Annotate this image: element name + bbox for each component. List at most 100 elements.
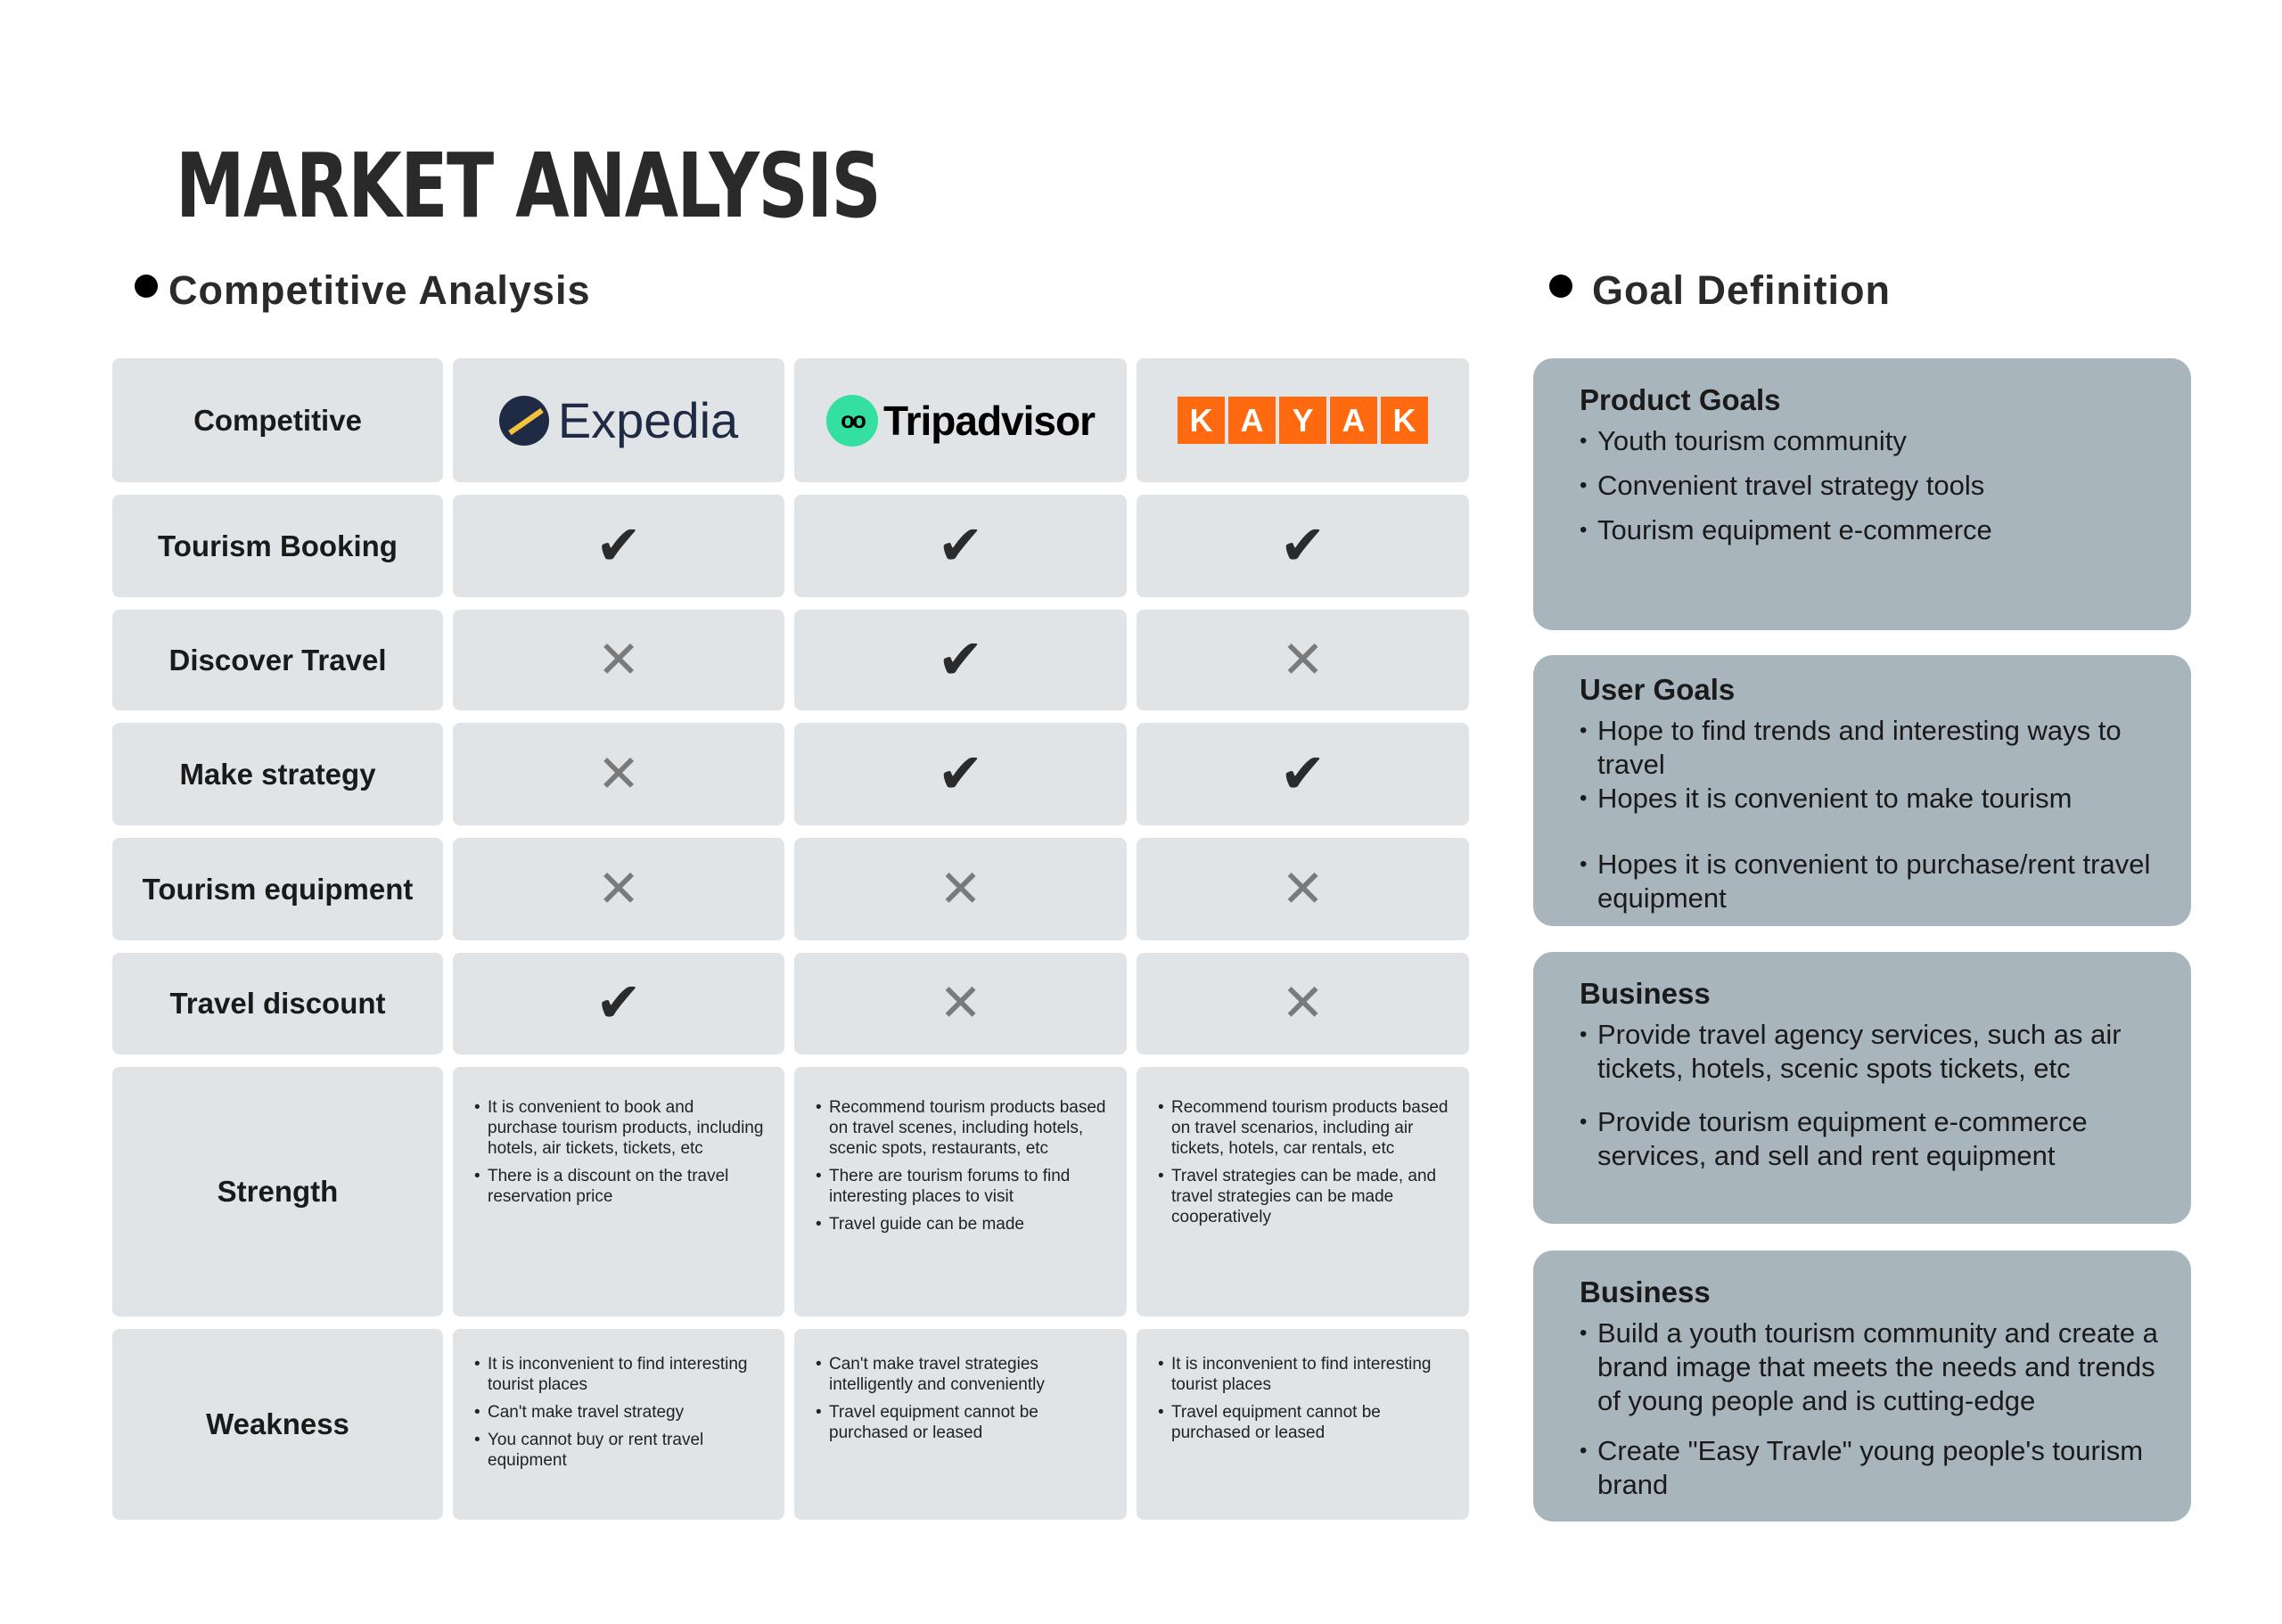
feature-label: Discover Travel	[112, 610, 443, 710]
list-item: Can't make travel strategies intelligent…	[816, 1354, 1109, 1395]
weakness-list: It is inconvenient to find interesting t…	[474, 1354, 767, 1478]
feature-cell: ✔	[1137, 723, 1469, 825]
feature-cell: ✕	[1137, 953, 1469, 1054]
cross-icon: ✕	[939, 859, 982, 918]
kayak-letter: Y	[1279, 397, 1326, 444]
checkmark-icon: ✔	[1279, 514, 1326, 577]
checkmark-icon: ✔	[595, 972, 642, 1034]
logo-text: Expedia	[557, 392, 739, 448]
competitor-header-expedia: Expedia	[453, 358, 784, 482]
tripadvisor-logo: oo Tripadvisor	[826, 394, 1096, 447]
goal-list: Hope to find trends and interesting ways…	[1580, 714, 2159, 915]
list-item: Hopes it is convenient to purchase/rent …	[1580, 848, 2159, 915]
list-item: Create "Easy Travle" young people's tour…	[1580, 1434, 2159, 1502]
feature-cell: ✔	[453, 953, 784, 1054]
list-item: Convenient travel strategy tools	[1580, 469, 2159, 503]
strength-cell: It is convenient to book and purchase to…	[453, 1067, 784, 1316]
weakness-cell: It is inconvenient to find interesting t…	[453, 1329, 784, 1520]
goal-box-title: Business	[1580, 977, 1711, 1010]
kayak-letter: K	[1381, 397, 1428, 444]
cross-icon: ✕	[939, 974, 982, 1032]
feature-cell: ✔	[794, 495, 1127, 597]
strength-list: Recommend tourism products based on trav…	[816, 1097, 1109, 1242]
cross-icon: ✕	[596, 744, 641, 803]
weakness-label: Weakness	[112, 1329, 443, 1520]
list-item: Travel guide can be made	[816, 1214, 1109, 1234]
feature-cell: ✔	[794, 723, 1127, 825]
feature-cell: ✕	[453, 838, 784, 940]
section-title: Goal Definition	[1592, 267, 1891, 313]
list-item: Can't make travel strategy	[474, 1402, 767, 1423]
weakness-list: It is inconvenient to find interesting t…	[1158, 1354, 1451, 1450]
section-title: Competitive Analysis	[168, 267, 591, 313]
goal-list: Provide travel agency services, such as …	[1580, 1018, 2159, 1173]
checkmark-icon: ✔	[595, 514, 642, 577]
list-item: You cannot buy or rent travel equipment	[474, 1430, 767, 1471]
list-item: Tourism equipment e-commerce	[1580, 513, 2159, 547]
list-item: Travel equipment cannot be purchased or …	[1158, 1402, 1451, 1443]
checkmark-icon: ✔	[1279, 742, 1326, 805]
bullet-icon	[135, 275, 158, 298]
goal-box-title: Product Goals	[1580, 383, 1781, 416]
goal-box-title: Business	[1580, 1275, 1711, 1308]
logo-text: Tripadvisor	[883, 397, 1096, 444]
kayak-letter: A	[1330, 397, 1377, 444]
goal-definition-heading: Goal Definition	[1549, 267, 1891, 314]
cross-icon: ✕	[1281, 859, 1325, 918]
competitive-analysis-heading: Competitive Analysis	[135, 267, 590, 314]
feature-cell: ✕	[453, 723, 784, 825]
cross-icon: ✕	[1281, 974, 1325, 1032]
page-title: MARKET ANALYSIS	[176, 134, 882, 238]
list-item: Provide travel agency services, such as …	[1580, 1018, 2159, 1086]
feature-cell: ✕	[453, 610, 784, 710]
goal-list: Youth tourism community Convenient travel…	[1580, 424, 2159, 547]
feature-cell: ✕	[794, 953, 1127, 1054]
goal-box: Business Build a youth tourism community …	[1533, 1251, 2191, 1521]
goal-box: Product Goals Youth tourism community Conv…	[1533, 358, 2191, 630]
goal-list: Build a youth tourism community and crea…	[1580, 1316, 2159, 1502]
list-item: Recommend tourism products based on trav…	[816, 1097, 1109, 1159]
weakness-list: Can't make travel strategies intelligent…	[816, 1354, 1109, 1450]
weakness-cell: It is inconvenient to find interesting t…	[1137, 1329, 1469, 1520]
plane-icon	[498, 395, 549, 446]
list-item: It is inconvenient to find interesting t…	[474, 1354, 767, 1395]
strength-cell: Recommend tourism products based on trav…	[794, 1067, 1127, 1316]
cross-icon: ✕	[596, 630, 641, 689]
weakness-cell: Can't make travel strategies intelligent…	[794, 1329, 1127, 1520]
owl-icon: oo	[826, 394, 879, 447]
list-item: Hope to find trends and interesting ways…	[1580, 714, 2159, 782]
kayak-letter: K	[1178, 397, 1225, 444]
list-item: It is inconvenient to find interesting t…	[1158, 1354, 1451, 1395]
feature-cell: ✔	[453, 495, 784, 597]
strength-label: Strength	[112, 1067, 443, 1316]
feature-cell: ✕	[1137, 610, 1469, 710]
checkmark-icon: ✔	[937, 514, 984, 577]
list-item: Recommend tourism products based on trav…	[1158, 1097, 1451, 1159]
list-item: Travel equipment cannot be purchased or …	[816, 1402, 1109, 1443]
goal-box: User Goals Hope to find trends and intere…	[1533, 655, 2191, 926]
feature-cell: ✕	[1137, 838, 1469, 940]
list-item: Provide tourism equipment e-commerce ser…	[1580, 1105, 2159, 1173]
checkmark-icon: ✔	[937, 628, 984, 691]
list-item: There are tourism forums to find interes…	[816, 1166, 1109, 1207]
feature-cell: ✔	[794, 610, 1127, 710]
list-item: Travel strategies can be made, and trave…	[1158, 1166, 1451, 1227]
checkmark-icon: ✔	[937, 742, 984, 805]
strength-list: Recommend tourism products based on trav…	[1158, 1097, 1451, 1234]
list-item: Youth tourism community	[1580, 424, 2159, 458]
feature-cell: ✕	[794, 838, 1127, 940]
feature-label: Make strategy	[112, 723, 443, 825]
list-item: There is a discount on the travel reserv…	[474, 1166, 767, 1207]
kayak-letter: A	[1228, 397, 1276, 444]
competitor-header-tripadvisor: oo Tripadvisor	[794, 358, 1127, 482]
strength-list: It is convenient to book and purchase to…	[474, 1097, 767, 1214]
cross-icon: ✕	[596, 859, 641, 918]
bullet-icon	[1549, 275, 1572, 298]
goal-box: Business Provide travel agency services, …	[1533, 952, 2191, 1224]
strength-cell: Recommend tourism products based on trav…	[1137, 1067, 1469, 1316]
expedia-logo: Expedia	[498, 391, 739, 449]
list-item: Build a youth tourism community and crea…	[1580, 1316, 2159, 1418]
